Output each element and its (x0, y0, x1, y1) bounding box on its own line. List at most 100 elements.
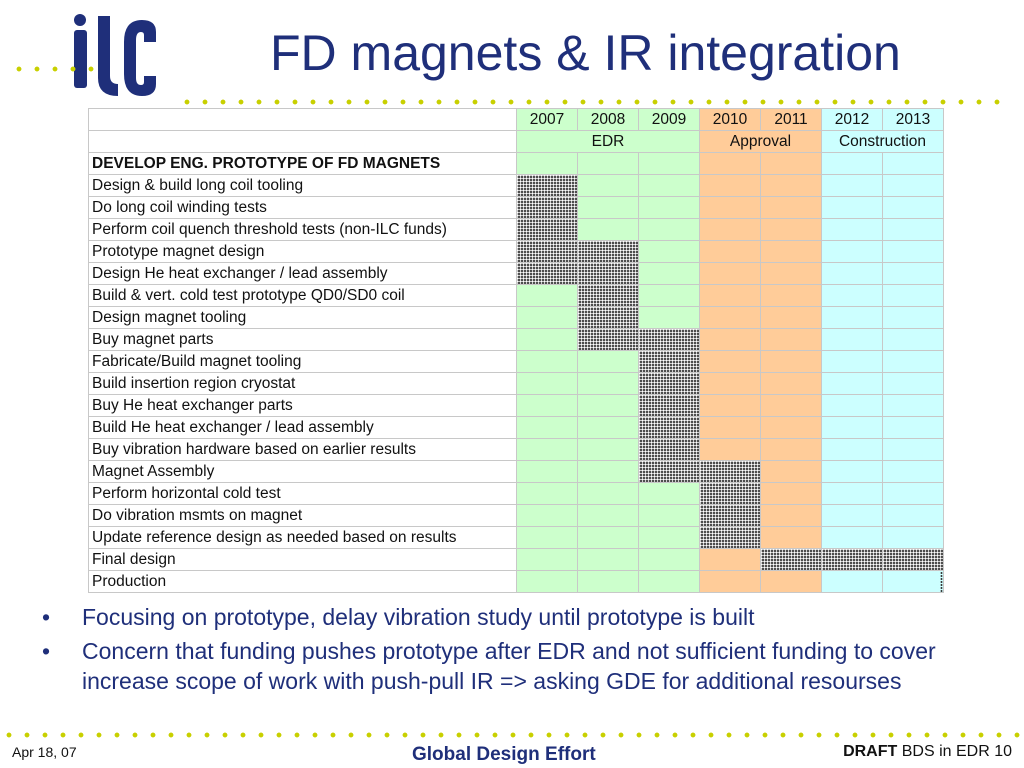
task-label: Design He heat exchanger / lead assembly (88, 262, 517, 285)
timeline-cell (821, 152, 883, 175)
timeline-cell (516, 482, 578, 505)
timeline-cell (516, 548, 578, 571)
gantt-task-row: Design magnet tooling (88, 306, 944, 329)
gantt-task-row: Do vibration msmts on magnet (88, 504, 944, 527)
timeline-cell (882, 174, 944, 197)
timeline-cell (699, 438, 761, 461)
timeline-cell (760, 570, 822, 593)
timeline-cell (577, 438, 639, 461)
timeline-cell (638, 240, 700, 263)
timeline-cell (516, 504, 578, 527)
gantt-task-row: Magnet Assembly (88, 460, 944, 483)
timeline-cell (760, 262, 822, 285)
timeline-cell (516, 438, 578, 461)
timeline-cell (577, 482, 639, 505)
footer-date: Apr 18, 07 (12, 744, 77, 760)
timeline-cell (577, 372, 639, 395)
schedule-bar-cell (516, 174, 578, 197)
timeline-cell (882, 482, 944, 505)
timeline-cell (516, 152, 578, 175)
schedule-bar-cell (882, 570, 944, 593)
gantt-chart-table: 2007 2008 2009 2010 2011 2012 2013 EDR Approval C… (88, 108, 944, 593)
gantt-task-row: Perform coil quench threshold tests (non… (88, 218, 944, 241)
schedule-bar-cell (638, 394, 700, 417)
timeline-cell (638, 196, 700, 219)
timeline-cell (821, 218, 883, 241)
footer-slide-info: DRAFT BDS in EDR 10 (843, 743, 1012, 761)
timeline-cell (638, 504, 700, 527)
timeline-cell (882, 504, 944, 527)
footer-org: Global Design Effort (412, 744, 596, 765)
bullet-text: Focusing on prototype, delay vibration s… (82, 604, 755, 630)
gantt-task-row: Buy vibration hardware based on earlier … (88, 438, 944, 461)
timeline-cell (638, 174, 700, 197)
page-title: FD magnets & IR integration (270, 25, 901, 81)
timeline-cell (882, 284, 944, 307)
timeline-cell (699, 328, 761, 351)
gantt-corner-cell (88, 108, 517, 131)
timeline-cell (821, 240, 883, 263)
phase-header-cell: EDR (516, 130, 700, 153)
gantt-task-row: Design He heat exchanger / lead assembly (88, 262, 944, 285)
timeline-cell (760, 306, 822, 329)
timeline-cell (699, 306, 761, 329)
timeline-cell (516, 372, 578, 395)
timeline-cell (821, 284, 883, 307)
timeline-cell (577, 350, 639, 373)
gantt-task-row: Prototype magnet design (88, 240, 944, 263)
timeline-cell (516, 394, 578, 417)
timeline-cell (882, 262, 944, 285)
timeline-cell (760, 328, 822, 351)
timeline-cell (882, 328, 944, 351)
ilc-logo (74, 14, 156, 96)
timeline-cell (699, 284, 761, 307)
timeline-cell (638, 284, 700, 307)
timeline-cell (516, 306, 578, 329)
schedule-bar-cell (577, 306, 639, 329)
year-header-cell: 2013 (882, 108, 944, 131)
timeline-cell (577, 218, 639, 241)
timeline-cell (516, 416, 578, 439)
gantt-year-row: 2007 2008 2009 2010 2011 2012 2013 (88, 108, 944, 131)
timeline-cell (882, 416, 944, 439)
schedule-bar-cell (577, 328, 639, 351)
schedule-bar-cell (699, 460, 761, 483)
task-label: Perform horizontal cold test (88, 482, 517, 505)
timeline-cell (638, 570, 700, 593)
timeline-cell (821, 174, 883, 197)
timeline-cell (882, 460, 944, 483)
timeline-cell (821, 526, 883, 549)
task-label: Design magnet tooling (88, 306, 517, 329)
timeline-cell (577, 504, 639, 527)
gantt-task-row: Design & build long coil tooling (88, 174, 944, 197)
timeline-cell (699, 218, 761, 241)
timeline-cell (638, 526, 700, 549)
timeline-cell (821, 196, 883, 219)
task-label: Final design (88, 548, 517, 571)
schedule-bar-cell (638, 372, 700, 395)
timeline-cell (821, 460, 883, 483)
timeline-cell (760, 174, 822, 197)
timeline-cell (760, 482, 822, 505)
timeline-cell (821, 416, 883, 439)
timeline-cell (699, 548, 761, 571)
gantt-section-row: DEVELOP ENG. PROTOTYPE OF FD MAGNETS (88, 152, 944, 175)
timeline-cell (882, 350, 944, 373)
gantt-phase-row: EDR Approval Construction (88, 130, 944, 153)
timeline-cell (882, 438, 944, 461)
timeline-cell (821, 482, 883, 505)
schedule-bar-cell (699, 482, 761, 505)
timeline-cell (638, 262, 700, 285)
task-label: Build He heat exchanger / lead assembly (88, 416, 517, 439)
timeline-cell (516, 460, 578, 483)
gantt-task-row: Build & vert. cold test prototype QD0/SD… (88, 284, 944, 307)
schedule-bar-cell (577, 284, 639, 307)
timeline-cell (821, 372, 883, 395)
timeline-cell (760, 372, 822, 395)
timeline-cell (699, 262, 761, 285)
timeline-cell (821, 438, 883, 461)
gantt-task-row: Build insertion region cryostat (88, 372, 944, 395)
schedule-bar-cell (638, 328, 700, 351)
schedule-bar-cell (821, 548, 883, 571)
task-label: Prototype magnet design (88, 240, 517, 263)
